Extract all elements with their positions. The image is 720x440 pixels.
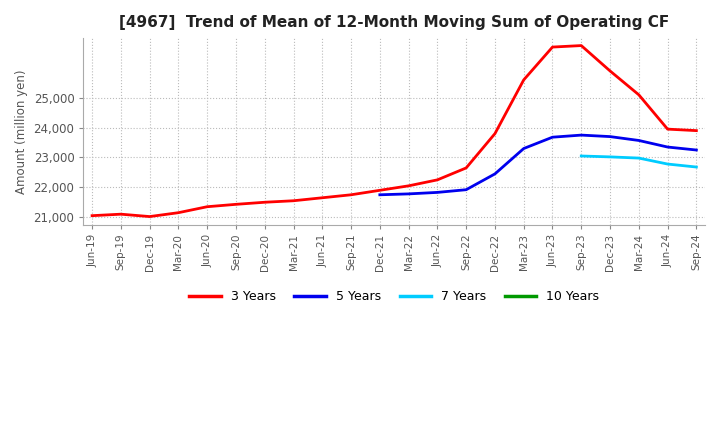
Title: [4967]  Trend of Mean of 12-Month Moving Sum of Operating CF: [4967] Trend of Mean of 12-Month Moving …	[119, 15, 670, 30]
Legend: 3 Years, 5 Years, 7 Years, 10 Years: 3 Years, 5 Years, 7 Years, 10 Years	[184, 285, 604, 308]
Y-axis label: Amount (million yen): Amount (million yen)	[15, 69, 28, 194]
